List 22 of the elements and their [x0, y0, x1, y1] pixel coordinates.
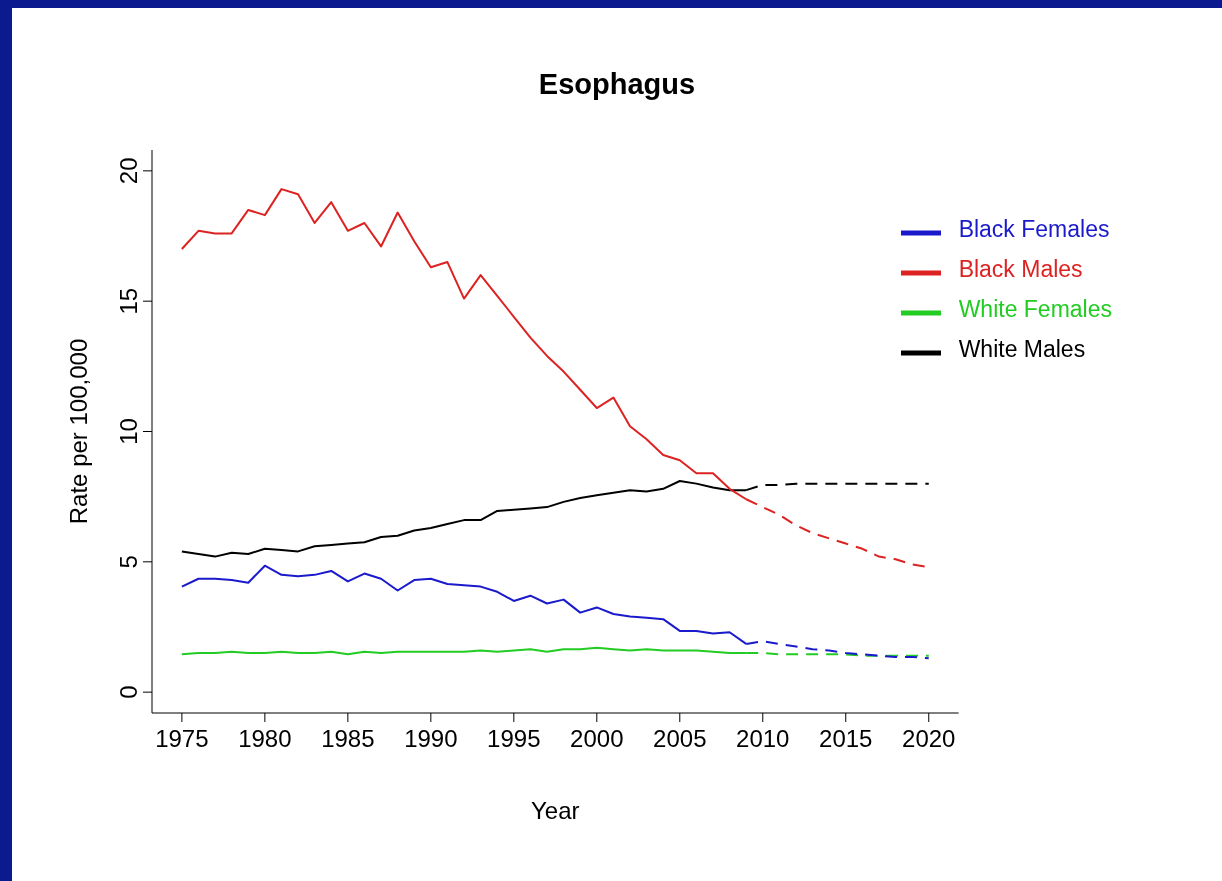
- x-tick-label: 2010: [736, 725, 790, 753]
- legend-label: Black Females: [958, 216, 1110, 243]
- x-tick-label: 2005: [653, 725, 707, 753]
- x-tick-label: 2000: [570, 725, 624, 753]
- legend-label: White Males: [958, 336, 1086, 363]
- y-tick-label: 20: [115, 157, 142, 185]
- legend-label: Black Males: [958, 256, 1083, 283]
- legend-label: White Females: [958, 296, 1112, 323]
- x-tick-label: 1975: [155, 725, 209, 753]
- x-tick-label: 2015: [819, 725, 873, 753]
- x-axis-title: Year: [531, 797, 580, 824]
- y-tick-label: 0: [115, 685, 142, 699]
- x-tick-label: 1990: [404, 725, 458, 753]
- x-tick-label: 2020: [902, 725, 956, 753]
- y-tick-label: 15: [115, 287, 142, 315]
- y-tick-label: 5: [115, 555, 142, 569]
- y-tick-label: 10: [115, 418, 142, 445]
- x-tick-label: 1995: [487, 725, 541, 753]
- x-tick-label: 1980: [238, 725, 292, 753]
- y-axis-title: Rate per 100,000: [64, 338, 92, 525]
- chart-title: Esophagus: [537, 68, 697, 101]
- x-tick-label: 1985: [321, 725, 375, 753]
